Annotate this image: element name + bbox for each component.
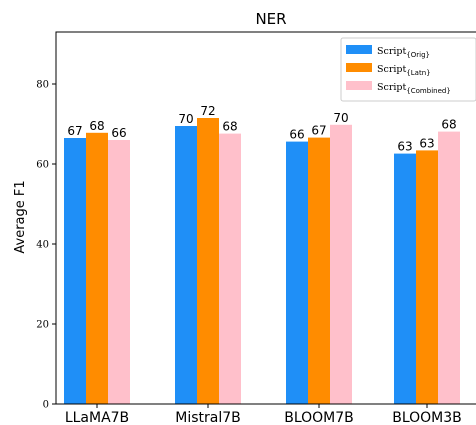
legend-swatch bbox=[346, 45, 372, 54]
chart-title: NER bbox=[255, 10, 286, 28]
bar bbox=[308, 137, 330, 404]
bar bbox=[394, 153, 416, 404]
bar bbox=[416, 150, 438, 404]
bar-value-label: 67 bbox=[67, 124, 82, 138]
x-tick-label: Mistral7B bbox=[175, 410, 241, 425]
legend-box bbox=[340, 37, 476, 102]
legend-series-subscript: {Combined} bbox=[406, 87, 450, 95]
bar-value-label: 66 bbox=[111, 126, 126, 140]
legend-label: Script{Combined} bbox=[377, 82, 451, 95]
bar bbox=[197, 118, 219, 404]
legend-series-name: Script bbox=[377, 82, 406, 93]
legend-label: Script{Orig} bbox=[377, 46, 430, 59]
legend-series-subscript: {Orig} bbox=[406, 51, 430, 59]
y-tick-label: 60 bbox=[36, 160, 49, 171]
legend-series-subscript: {Latn} bbox=[406, 69, 430, 77]
bar-value-label: 72 bbox=[200, 104, 215, 118]
plot-area: 0 20 40 60 80 67 70 66 63 68 72 67 63 66 68 70 68 LLaMA7B… bbox=[36, 80, 462, 425]
bar-value-label: 63 bbox=[397, 140, 412, 154]
legend-swatch bbox=[346, 81, 372, 90]
bar-value-label: 63 bbox=[419, 136, 434, 150]
bar-value-label: 66 bbox=[289, 128, 304, 142]
bar bbox=[108, 140, 130, 404]
legend-label: Script{Latn} bbox=[377, 64, 431, 77]
bar-value-label: 70 bbox=[178, 112, 193, 126]
x-tick-label: LLaMA7B bbox=[65, 410, 129, 425]
legend: Script{Orig}Script{Latn}Script{Combined} bbox=[340, 37, 476, 102]
bar-value-label: 67 bbox=[311, 124, 326, 138]
bar-value-label: 68 bbox=[222, 120, 237, 134]
bar-value-label: 70 bbox=[333, 111, 348, 125]
plot-frame bbox=[55, 31, 476, 405]
x-tick-label: BLOOM3B bbox=[392, 410, 462, 425]
legend-swatch bbox=[346, 63, 372, 72]
y-tick-label: 40 bbox=[36, 240, 49, 251]
x-tick-label: BLOOM7B bbox=[284, 410, 354, 425]
bar-value-label: 68 bbox=[441, 118, 456, 132]
y-tick-label: 80 bbox=[36, 80, 49, 91]
legend-series-name: Script bbox=[377, 46, 406, 57]
bar bbox=[286, 141, 308, 404]
legend-series-name: Script bbox=[377, 64, 406, 75]
bar bbox=[86, 132, 108, 405]
bar bbox=[175, 126, 197, 404]
bar-value-label: 68 bbox=[89, 119, 104, 133]
bar bbox=[330, 124, 352, 405]
bar bbox=[219, 133, 241, 404]
y-tick-label: 20 bbox=[36, 320, 49, 331]
y-tick-label: 0 bbox=[43, 400, 49, 411]
bar bbox=[438, 131, 460, 404]
y-axis-label: Average F1 bbox=[13, 180, 28, 253]
bar bbox=[64, 138, 86, 404]
